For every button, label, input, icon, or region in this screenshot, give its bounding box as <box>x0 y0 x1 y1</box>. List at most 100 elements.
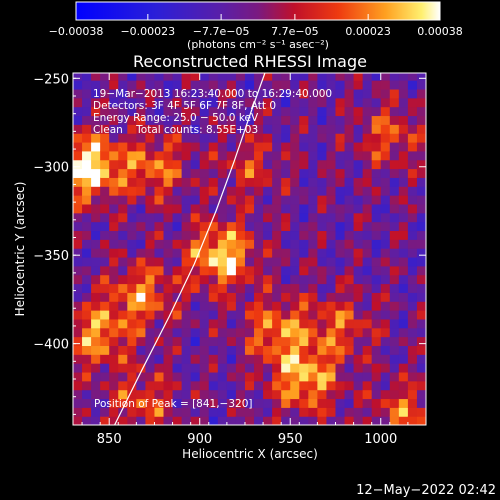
heatmap-cell <box>181 239 192 249</box>
heatmap-cell <box>235 380 246 391</box>
heatmap-cell <box>163 407 174 417</box>
heatmap-cell <box>290 106 300 117</box>
heatmap-cell <box>100 371 110 382</box>
heatmap-cell <box>326 389 337 400</box>
heatmap-cell <box>281 141 291 152</box>
heatmap-cell <box>407 73 418 81</box>
heatmap-cell <box>163 230 174 240</box>
heatmap-cell <box>127 97 137 108</box>
heatmap-cell <box>136 168 147 178</box>
heatmap-cell <box>145 363 156 373</box>
heatmap-cell <box>82 398 92 408</box>
heatmap-cell <box>82 301 92 311</box>
heatmap-cell <box>416 407 426 417</box>
heatmap-cell <box>208 416 219 425</box>
heatmap-cell <box>91 371 101 382</box>
heatmap-cell <box>317 106 328 117</box>
heatmap-cell <box>154 283 165 293</box>
heatmap-cell <box>299 212 309 223</box>
heatmap-cell <box>335 133 346 143</box>
heatmap-cell <box>217 292 228 302</box>
heatmap-cell <box>73 239 83 249</box>
heatmap-cell <box>73 416 83 425</box>
heatmap-cell <box>335 256 346 267</box>
colorbar-tick-label: 0.00023 <box>345 25 391 38</box>
heatmap-cell <box>407 97 418 108</box>
heatmap-cell <box>398 398 409 408</box>
heatmap-cell <box>416 159 426 170</box>
heatmap-cell <box>109 177 119 187</box>
heatmap-cell <box>244 292 255 302</box>
heatmap-cell <box>208 274 219 285</box>
heatmap-cell <box>299 371 309 382</box>
heatmap-cell <box>299 380 309 391</box>
heatmap-cell <box>263 283 273 293</box>
heatmap-cell <box>82 80 92 90</box>
heatmap-cell <box>326 292 337 302</box>
heatmap-cell <box>281 186 291 196</box>
heatmap-cell <box>82 97 92 108</box>
heatmap-cell <box>389 195 400 205</box>
heatmap-cell <box>371 195 382 205</box>
heatmap-cell <box>199 301 210 311</box>
heatmap-cell <box>380 239 391 249</box>
heatmap-cell <box>344 363 355 373</box>
heatmap-cell <box>154 327 165 338</box>
heatmap-cell <box>335 141 346 152</box>
heatmap-cell <box>109 124 119 134</box>
heatmap-cell <box>145 310 156 320</box>
heatmap-cell <box>299 73 309 81</box>
heatmap-cell <box>73 88 83 99</box>
heatmap-cell <box>172 221 183 232</box>
heatmap-cell <box>118 203 128 214</box>
heatmap-cell <box>326 371 337 382</box>
heatmap-cell <box>208 318 219 329</box>
heatmap-cell <box>154 354 165 364</box>
heatmap-cell <box>416 230 426 240</box>
heatmap-cell <box>82 73 92 81</box>
heatmap-cell <box>91 336 101 346</box>
heatmap-cell <box>73 407 83 417</box>
heatmap-cell <box>398 283 409 293</box>
heatmap-cell <box>136 212 147 223</box>
heatmap-cell <box>290 256 300 267</box>
heatmap-cell <box>73 310 83 320</box>
heatmap-cell <box>380 141 391 152</box>
heatmap-cell <box>398 124 409 134</box>
heatmap-cell <box>344 389 355 400</box>
heatmap-cell <box>290 88 300 99</box>
heatmap-cell <box>100 310 110 320</box>
heatmap-cell <box>91 345 101 355</box>
heatmap-cell <box>91 212 101 223</box>
heatmap-cell <box>407 221 418 232</box>
heatmap-cell <box>190 124 201 134</box>
heatmap-cell <box>235 239 246 249</box>
heatmap-cell <box>389 292 400 302</box>
heatmap-cell <box>398 80 409 90</box>
heatmap-cell <box>73 80 83 90</box>
heatmap-cell <box>109 336 119 346</box>
heatmap-cell <box>217 345 228 355</box>
heatmap-cell <box>154 88 165 99</box>
heatmap-cell <box>172 407 183 417</box>
heatmap-cell <box>290 310 300 320</box>
heatmap-cell <box>100 80 110 90</box>
heatmap-cell <box>136 80 147 90</box>
heatmap-cell <box>91 168 101 178</box>
heatmap-cell <box>416 186 426 196</box>
heatmap-cell <box>217 336 228 346</box>
heatmap-cell <box>353 354 364 364</box>
heatmap-cell <box>235 230 246 240</box>
heatmap-cell <box>281 354 291 364</box>
heatmap-cell <box>136 239 147 249</box>
heatmap-cell <box>190 389 201 400</box>
heatmap-cell <box>389 133 400 143</box>
heatmap-cell <box>109 133 119 143</box>
heatmap-cell <box>371 265 382 276</box>
heatmap-cell <box>353 159 364 170</box>
heatmap-cell <box>118 274 128 285</box>
heatmap-cell <box>136 124 147 134</box>
heatmap-cell <box>272 407 282 417</box>
heatmap-cell <box>353 398 364 408</box>
